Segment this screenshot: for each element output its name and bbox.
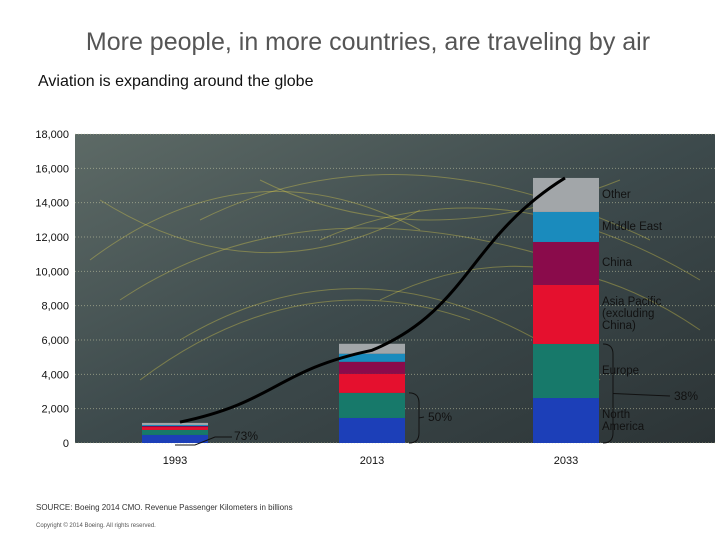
x-tick-label: 1993 bbox=[163, 455, 187, 467]
x-tick-label: 2013 bbox=[360, 455, 384, 467]
copyright: Copyright © 2014 Boeing. All rights rese… bbox=[36, 522, 156, 529]
y-tick-label: 10,000 bbox=[35, 266, 69, 278]
chart-title: More people, in more countries, are trav… bbox=[86, 28, 650, 56]
bar-segment bbox=[533, 241, 599, 285]
chart-subtitle: Aviation is expanding around the globe bbox=[38, 73, 314, 90]
bar-segment bbox=[533, 284, 599, 344]
background-routes bbox=[89, 174, 701, 381]
legend-label: China bbox=[602, 257, 633, 270]
source-note: SOURCE: Boeing 2014 CMO. Revenue Passeng… bbox=[36, 503, 293, 512]
annotation: 50% bbox=[428, 410, 452, 424]
bar-segment bbox=[339, 417, 405, 443]
legend-label: North America bbox=[602, 408, 645, 433]
bar-segment bbox=[339, 361, 405, 374]
y-tick-label: 16,000 bbox=[35, 163, 69, 175]
bar-segment bbox=[142, 426, 208, 428]
bracket-leader bbox=[612, 392, 671, 397]
y-tick-label: 18,000 bbox=[35, 129, 69, 141]
x-tick-label: 2033 bbox=[554, 455, 578, 467]
bracket bbox=[175, 436, 232, 446]
bar-segment bbox=[142, 422, 208, 425]
bar-segment bbox=[142, 429, 208, 435]
bar-segment bbox=[339, 353, 405, 362]
bar-segment bbox=[533, 398, 599, 443]
y-tick-label: 2,000 bbox=[41, 404, 69, 416]
annotation: 73% bbox=[234, 429, 258, 443]
legend-label: Other bbox=[602, 188, 631, 201]
bar-segment bbox=[533, 343, 599, 399]
trend-line bbox=[179, 176, 566, 424]
y-tick-label: 6,000 bbox=[41, 335, 69, 347]
bar-segment bbox=[533, 211, 599, 242]
annotation: 38% bbox=[674, 389, 698, 403]
bar-segment bbox=[533, 177, 599, 212]
legend-label: Asia Pacific (excluding China) bbox=[602, 296, 662, 333]
bar-segment bbox=[142, 427, 208, 430]
y-tick-label: 12,000 bbox=[35, 232, 69, 244]
bracket bbox=[602, 343, 614, 444]
y-tick-label: 14,000 bbox=[35, 198, 69, 210]
bracket-leader bbox=[418, 416, 425, 419]
y-tick-label: 8,000 bbox=[41, 301, 69, 313]
bar-segment bbox=[142, 424, 208, 427]
y-tick-label: 4,000 bbox=[41, 369, 69, 381]
bar-segment bbox=[142, 434, 208, 443]
legend-label: Middle East bbox=[602, 220, 663, 233]
bar-segment bbox=[339, 392, 405, 418]
legend-label: Europe bbox=[602, 364, 640, 377]
bar-segment bbox=[339, 373, 405, 393]
y-tick-label: 0 bbox=[63, 438, 69, 450]
